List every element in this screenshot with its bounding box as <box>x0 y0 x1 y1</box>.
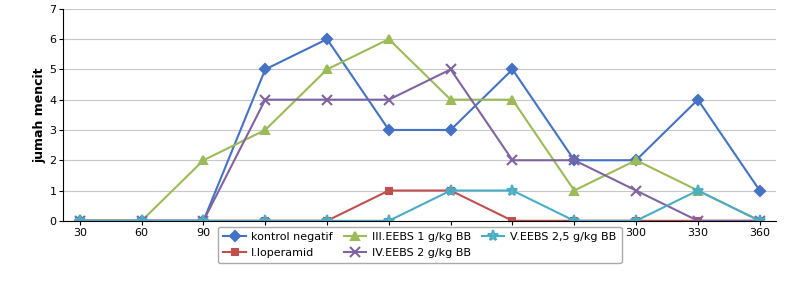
IV.EEBS 2 g/kg BB <box>569 158 579 162</box>
I.loperamid <box>322 219 332 223</box>
V.EEBS 2,5 g/kg BB <box>693 189 703 192</box>
III.EEBS 1 g/kg BB <box>137 219 147 223</box>
I.loperamid <box>75 219 85 223</box>
Y-axis label: jumah mencit: jumah mencit <box>33 67 47 163</box>
IV.EEBS 2 g/kg BB <box>261 98 270 101</box>
I.loperamid <box>508 219 517 223</box>
V.EEBS 2,5 g/kg BB <box>261 219 270 223</box>
kontrol negatif <box>137 219 147 223</box>
kontrol negatif <box>75 219 85 223</box>
kontrol negatif <box>631 158 641 162</box>
V.EEBS 2,5 g/kg BB <box>508 189 517 192</box>
I.loperamid <box>693 219 703 223</box>
I.loperamid <box>261 219 270 223</box>
I.loperamid <box>199 219 208 223</box>
III.EEBS 1 g/kg BB <box>322 68 332 71</box>
V.EEBS 2,5 g/kg BB <box>137 219 147 223</box>
I.loperamid <box>384 189 394 192</box>
X-axis label: waktu (menit): waktu (menit) <box>370 240 470 253</box>
V.EEBS 2,5 g/kg BB <box>631 219 641 223</box>
III.EEBS 1 g/kg BB <box>446 98 455 101</box>
IV.EEBS 2 g/kg BB <box>755 219 764 223</box>
III.EEBS 1 g/kg BB <box>569 189 579 192</box>
I.loperamid <box>755 219 764 223</box>
III.EEBS 1 g/kg BB <box>199 158 208 162</box>
kontrol negatif <box>446 128 455 132</box>
V.EEBS 2,5 g/kg BB <box>446 189 455 192</box>
IV.EEBS 2 g/kg BB <box>508 158 517 162</box>
Line: IV.EEBS 2 g/kg BB: IV.EEBS 2 g/kg BB <box>75 64 764 226</box>
V.EEBS 2,5 g/kg BB <box>199 219 208 223</box>
IV.EEBS 2 g/kg BB <box>384 98 394 101</box>
kontrol negatif <box>322 37 332 41</box>
V.EEBS 2,5 g/kg BB <box>384 219 394 223</box>
kontrol negatif <box>384 128 394 132</box>
kontrol negatif <box>755 189 764 192</box>
V.EEBS 2,5 g/kg BB <box>569 219 579 223</box>
III.EEBS 1 g/kg BB <box>693 189 703 192</box>
III.EEBS 1 g/kg BB <box>261 128 270 132</box>
III.EEBS 1 g/kg BB <box>631 158 641 162</box>
kontrol negatif <box>199 219 208 223</box>
V.EEBS 2,5 g/kg BB <box>322 219 332 223</box>
Legend: kontrol negatif, I.loperamid, III.EEBS 1 g/kg BB, IV.EEBS 2 g/kg BB, V.EEBS 2,5 : kontrol negatif, I.loperamid, III.EEBS 1… <box>218 227 622 263</box>
V.EEBS 2,5 g/kg BB <box>755 219 764 223</box>
III.EEBS 1 g/kg BB <box>75 219 85 223</box>
Line: III.EEBS 1 g/kg BB: III.EEBS 1 g/kg BB <box>76 35 763 225</box>
kontrol negatif <box>261 68 270 71</box>
III.EEBS 1 g/kg BB <box>755 219 764 223</box>
IV.EEBS 2 g/kg BB <box>75 219 85 223</box>
IV.EEBS 2 g/kg BB <box>693 219 703 223</box>
I.loperamid <box>446 189 455 192</box>
IV.EEBS 2 g/kg BB <box>446 68 455 71</box>
Line: I.loperamid: I.loperamid <box>76 187 763 224</box>
IV.EEBS 2 g/kg BB <box>199 219 208 223</box>
III.EEBS 1 g/kg BB <box>384 37 394 41</box>
IV.EEBS 2 g/kg BB <box>631 189 641 192</box>
IV.EEBS 2 g/kg BB <box>322 98 332 101</box>
I.loperamid <box>137 219 147 223</box>
kontrol negatif <box>569 158 579 162</box>
I.loperamid <box>631 219 641 223</box>
V.EEBS 2,5 g/kg BB <box>75 219 85 223</box>
III.EEBS 1 g/kg BB <box>508 98 517 101</box>
Line: kontrol negatif: kontrol negatif <box>76 36 763 224</box>
I.loperamid <box>569 219 579 223</box>
IV.EEBS 2 g/kg BB <box>137 219 147 223</box>
kontrol negatif <box>693 98 703 101</box>
Line: V.EEBS 2,5 g/kg BB: V.EEBS 2,5 g/kg BB <box>74 185 765 226</box>
kontrol negatif <box>508 68 517 71</box>
